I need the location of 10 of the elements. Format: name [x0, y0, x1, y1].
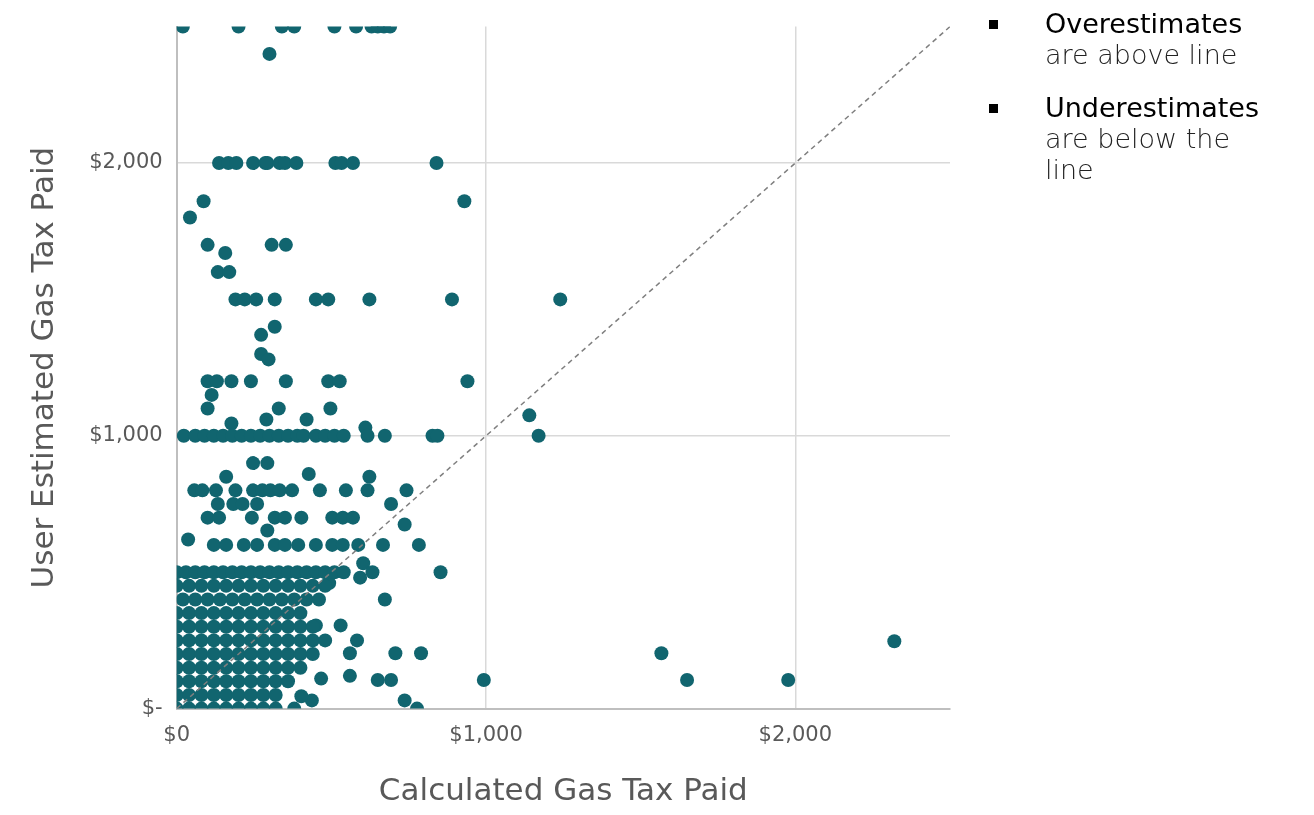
y-tick-label: $- [141, 695, 163, 720]
x-tick-label: $2,000 [758, 721, 833, 746]
y-axis-title: User Estimated Gas Tax Paid [23, 146, 60, 589]
x-axis-title: Calculated Gas Tax Paid [378, 771, 748, 808]
text: Overestimates are above line [1045, 8, 1244, 70]
x-tick-label: $0 [163, 721, 191, 746]
x-tick-label: $1,000 [449, 721, 523, 746]
text: Underestimates are below the line [1045, 92, 1260, 185]
y-tick-label: $2,000 [89, 149, 163, 174]
y-tick-label: $1,000 [89, 422, 163, 447]
